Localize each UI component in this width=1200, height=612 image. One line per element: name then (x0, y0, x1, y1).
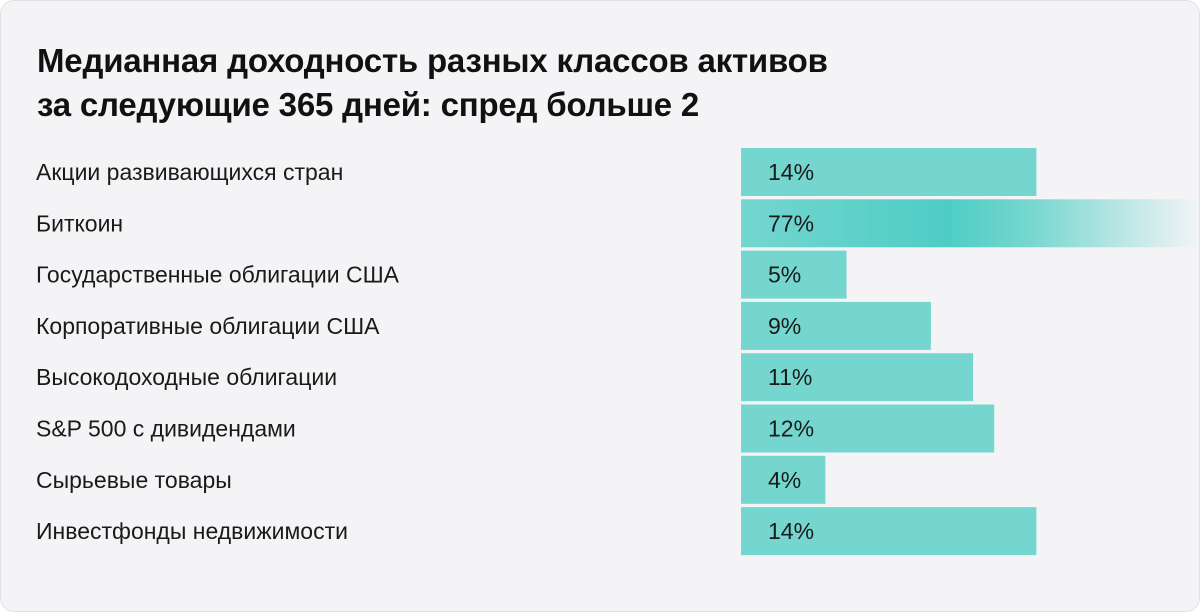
category-label: Акции развивающихся стран (36, 159, 343, 185)
value-label: 4% (768, 467, 801, 493)
chart-title: Медианная доходность разных классов акти… (37, 39, 937, 127)
value-label: 9% (768, 313, 801, 339)
bar (741, 301, 931, 350)
category-label: Биткоин (36, 210, 123, 236)
category-label: Инвестфонды недвижимости (36, 518, 348, 544)
bar (741, 250, 847, 299)
category-label: Высокодоходные облигации (36, 364, 337, 390)
bar (741, 148, 1037, 196)
category-label: Государственные облигации США (36, 262, 400, 288)
value-label: 14% (768, 518, 814, 544)
value-label: 12% (768, 416, 814, 442)
chart-title-line-1: Медианная доходность разных классов акти… (37, 42, 828, 79)
value-label: 11% (768, 364, 812, 390)
category-label: Корпоративные облигации США (36, 313, 380, 339)
value-label: 5% (768, 262, 801, 288)
bar (741, 455, 826, 504)
bar (741, 507, 1037, 556)
chart-title-line-2: за следующие 365 дней: спред больше 2 (37, 86, 700, 123)
category-label: Сырьевые товары (36, 467, 232, 493)
category-label: S&P 500 с дивидендами (36, 416, 296, 442)
value-label: 77% (768, 210, 814, 236)
value-label: 14% (768, 159, 814, 185)
bar (741, 404, 995, 453)
bar-highlighted (741, 199, 1200, 248)
bar (741, 353, 974, 402)
